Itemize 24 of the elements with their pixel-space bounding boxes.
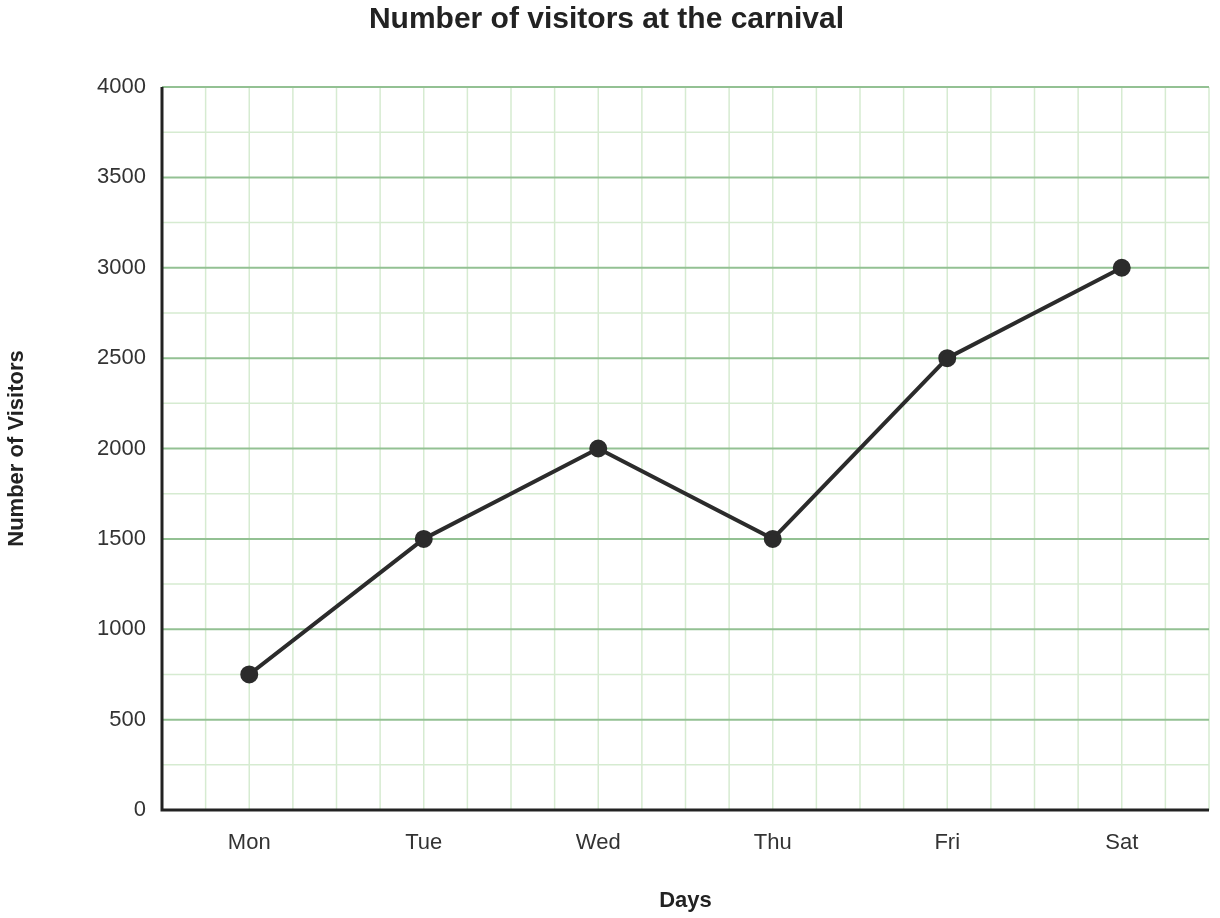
point: [589, 439, 608, 458]
x-tick-label: Wed: [575, 829, 621, 855]
x-tick-label: Mon: [227, 829, 271, 855]
y-tick-label: 0: [133, 796, 146, 822]
y-tick-label: 2500: [97, 344, 146, 370]
y-tick-label: 1000: [97, 615, 146, 641]
y-tick-label: 3000: [97, 253, 146, 279]
point: [1112, 258, 1131, 277]
point: [763, 529, 782, 548]
x-tick-label: Fri: [934, 829, 961, 855]
chart-title: Number of visitors at the carnival: [368, 1, 845, 35]
point: [414, 529, 433, 548]
x-tick-label: Tue: [405, 829, 443, 855]
y-tick-label: 2000: [97, 434, 146, 460]
y-tick-label: 500: [109, 705, 146, 731]
y-tick-label: 4000: [97, 73, 146, 99]
x-tick-label: Thu: [753, 829, 792, 855]
point: [938, 349, 957, 368]
y-tick-label: 3500: [97, 163, 146, 189]
point: [240, 665, 259, 684]
x-axis-title: Days: [659, 886, 712, 912]
y-axis-title: Number of Visitors: [3, 350, 29, 547]
y-tick-label: 1500: [97, 524, 146, 550]
x-tick-label: Sat: [1105, 829, 1139, 855]
